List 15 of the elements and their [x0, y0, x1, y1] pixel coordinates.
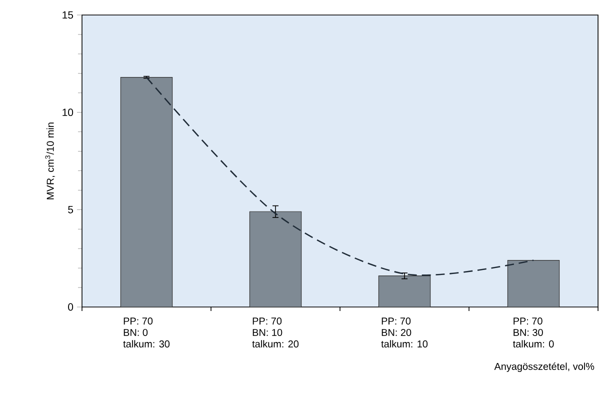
bar	[378, 276, 431, 307]
x-tick-label: PP: 70 BN: 10 talkum: 20	[252, 318, 299, 348]
bar	[120, 76, 173, 307]
y-tick-label: 10	[62, 108, 74, 116]
bar	[507, 260, 560, 307]
y-tick-label: 0	[68, 303, 74, 311]
x-axis-title: Anyagösszetétel, vol%	[494, 362, 594, 372]
y-tick-label: 5	[68, 206, 74, 214]
line-series	[146, 76, 534, 276]
y-tick-label: 15	[62, 11, 74, 19]
y-axis-title: MVR, cm$^{3}$/10 min	[45, 122, 56, 200]
x-tick-label: PP: 70 BN: 20 talkum: 10	[381, 318, 428, 348]
x-tick-label: PP: 70 BN: 0 talkum: 30	[123, 318, 170, 348]
x-tick-label: PP: 70 BN: 30 talkum: 0	[512, 318, 554, 348]
bar	[249, 211, 302, 307]
